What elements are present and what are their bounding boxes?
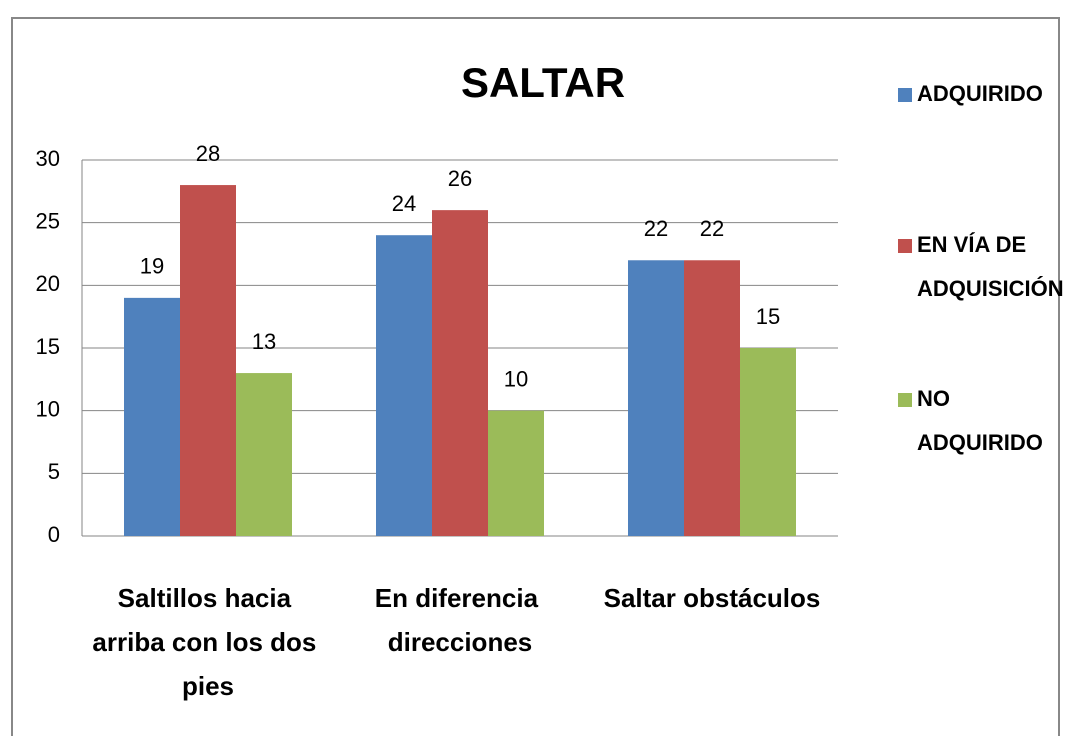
bar <box>628 260 684 536</box>
text-line: direcciones <box>388 627 533 657</box>
bar <box>740 348 796 536</box>
text-line: En diferencia <box>375 583 546 613</box>
bar <box>488 410 544 536</box>
data-label: 22 <box>644 216 668 241</box>
y-tick-label: 15 <box>36 334 60 359</box>
text-line: Saltillos hacia <box>118 583 299 613</box>
legend-swatch <box>898 88 912 102</box>
text-line: ADQUIRIDO <box>917 430 1043 455</box>
text-line: Saltar obstáculos <box>604 583 821 613</box>
y-tick-label: 0 <box>48 522 60 547</box>
bar <box>236 373 292 536</box>
data-label: 22 <box>700 216 724 241</box>
x-tick-label: Saltar obstáculos <box>604 583 821 613</box>
text-line: pies <box>182 671 234 701</box>
bar <box>180 185 236 537</box>
data-label: 24 <box>392 191 416 216</box>
text-line: arriba con los dos <box>92 627 323 657</box>
legend-label: ADQUIRIDO <box>917 81 1043 106</box>
y-tick-label: 5 <box>48 459 60 484</box>
data-label: 28 <box>196 141 220 166</box>
text-line: ADQUIRIDO <box>917 81 1043 106</box>
data-label: 13 <box>252 329 276 354</box>
bar <box>376 235 432 536</box>
chart-title: SALTAR <box>461 59 625 106</box>
bar <box>432 210 488 536</box>
legend-swatch <box>898 239 912 253</box>
data-label: 19 <box>140 254 164 279</box>
bar <box>124 297 180 536</box>
legend-label: NO ADQUIRIDO <box>917 386 1043 455</box>
y-tick-label: 30 <box>36 146 60 171</box>
y-tick-label: 25 <box>36 208 60 233</box>
text-line: EN VÍA DE <box>917 232 1032 257</box>
legend-label: EN VÍA DE ADQUISICIÓN <box>917 232 1064 301</box>
legend-swatch <box>898 393 912 407</box>
data-label: 15 <box>756 304 780 329</box>
x-tick-label: En diferencia direcciones <box>375 583 546 657</box>
y-tick-label: 10 <box>36 396 60 421</box>
bar <box>684 260 740 536</box>
data-label: 26 <box>448 166 472 191</box>
y-tick-label: 20 <box>36 271 60 296</box>
text-line: NO <box>917 386 956 411</box>
text-line: ADQUISICIÓN <box>917 276 1064 301</box>
data-label: 10 <box>504 366 528 391</box>
x-tick-label: Saltillos hacia arriba con los dos pies <box>92 583 323 701</box>
